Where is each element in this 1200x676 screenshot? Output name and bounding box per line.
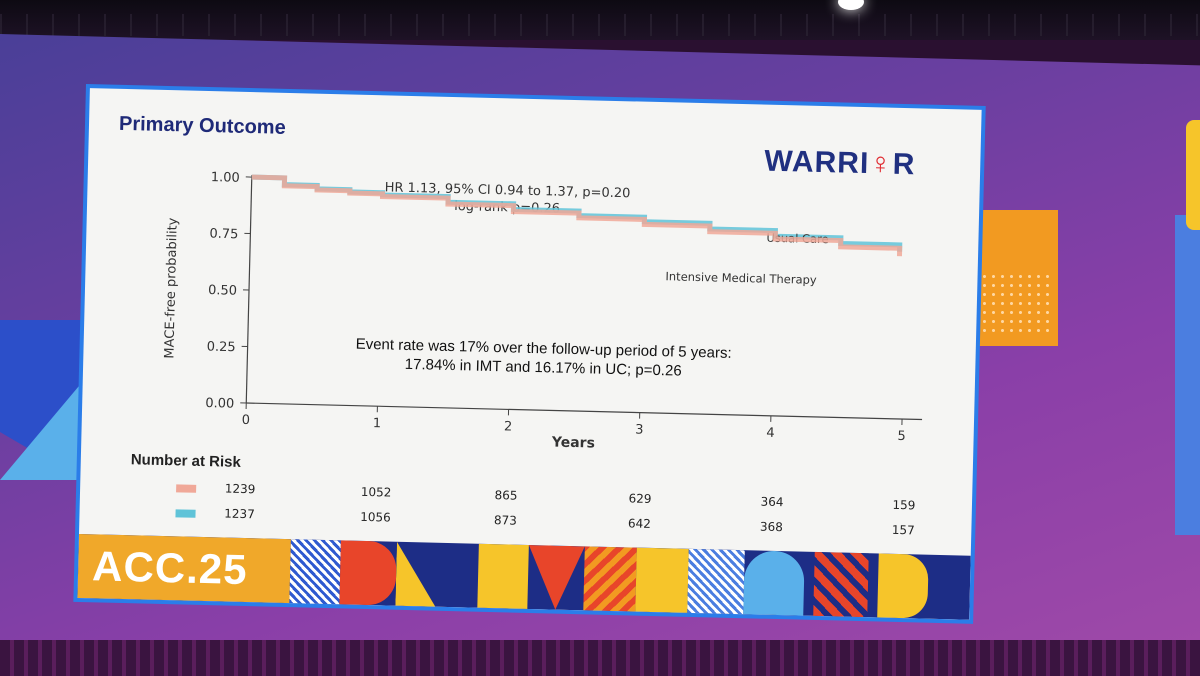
banner-pattern-stripes-2	[687, 548, 745, 615]
risk-cell: 1239	[224, 481, 256, 497]
banner-pattern-arch	[743, 550, 805, 616]
y-tick-label: 0.75	[209, 227, 238, 243]
acc-logo-text: ACC.25	[91, 542, 249, 594]
wall-decoration-right-yellow	[1186, 120, 1200, 230]
series-label: Intensive Medical Therapy	[665, 269, 817, 287]
banner-pattern-chevron	[527, 545, 585, 610]
risk-cell: 865	[494, 488, 518, 503]
risk-cell: 159	[892, 497, 916, 513]
y-tick-label: 0.25	[206, 340, 235, 356]
y-axis-label: MACE-free probability	[162, 217, 180, 359]
banner-pattern-yellow	[477, 543, 529, 609]
ceiling-truss	[0, 14, 1200, 36]
wall-decoration-right	[1175, 215, 1200, 535]
y-tick-label: 0.50	[208, 283, 237, 299]
stage-light	[838, 0, 864, 10]
y-tick-label: 1.00	[211, 170, 240, 186]
risk-cell: 1056	[360, 509, 391, 525]
banner-pattern-yellow-2	[635, 547, 689, 613]
banner-pattern-diagonal-2	[813, 551, 869, 618]
y-axis	[245, 175, 253, 404]
y-tick-label: 0.00	[205, 396, 234, 412]
stage-floor	[0, 640, 1200, 676]
x-axis	[246, 402, 923, 421]
banner-pattern-triangle	[395, 542, 437, 607]
risk-row-swatch	[175, 509, 196, 518]
risk-row-swatch	[176, 484, 197, 493]
banner-pattern-half-circle	[339, 540, 397, 606]
risk-cell: 368	[759, 519, 784, 535]
x-tick-label: 1	[373, 416, 382, 431]
kaplan-meier-chart: 0.00 0.25 0.50 0.75 1.00 0 1 2 3 4 5 Years MACE-free…	[162, 170, 923, 452]
risk-cell: 1052	[360, 484, 392, 500]
risk-cell: 157	[891, 522, 915, 538]
x-tick-label: 4	[766, 426, 775, 441]
risk-cell: 364	[760, 494, 784, 510]
slide-content: Primary Outcome WARRI♀R 0.00 0.25 0.50 0.75…	[77, 88, 982, 620]
x-tick-label: 2	[504, 419, 513, 434]
x-axis-label: Years	[551, 434, 595, 451]
risk-cell: 1237	[224, 506, 255, 522]
risk-cell: 873	[493, 513, 518, 528]
presentation-slide: Primary Outcome WARRI♀R 0.00 0.25 0.50 0.75…	[73, 84, 986, 624]
x-tick-label: 3	[635, 423, 644, 438]
banner-pattern-half-circle-2	[877, 553, 929, 619]
acc-logo: ACC.25	[77, 533, 291, 604]
number-at-risk-title: Number at Risk	[130, 451, 242, 471]
x-tick-label: 0	[242, 413, 251, 428]
banner-pattern-diagonal	[583, 546, 637, 612]
risk-cell: 629	[628, 491, 652, 506]
survival-curve	[251, 174, 903, 257]
x-tick-label: 5	[897, 429, 906, 444]
risk-cell: 642	[627, 516, 652, 531]
banner-pattern-stripes	[289, 539, 341, 605]
